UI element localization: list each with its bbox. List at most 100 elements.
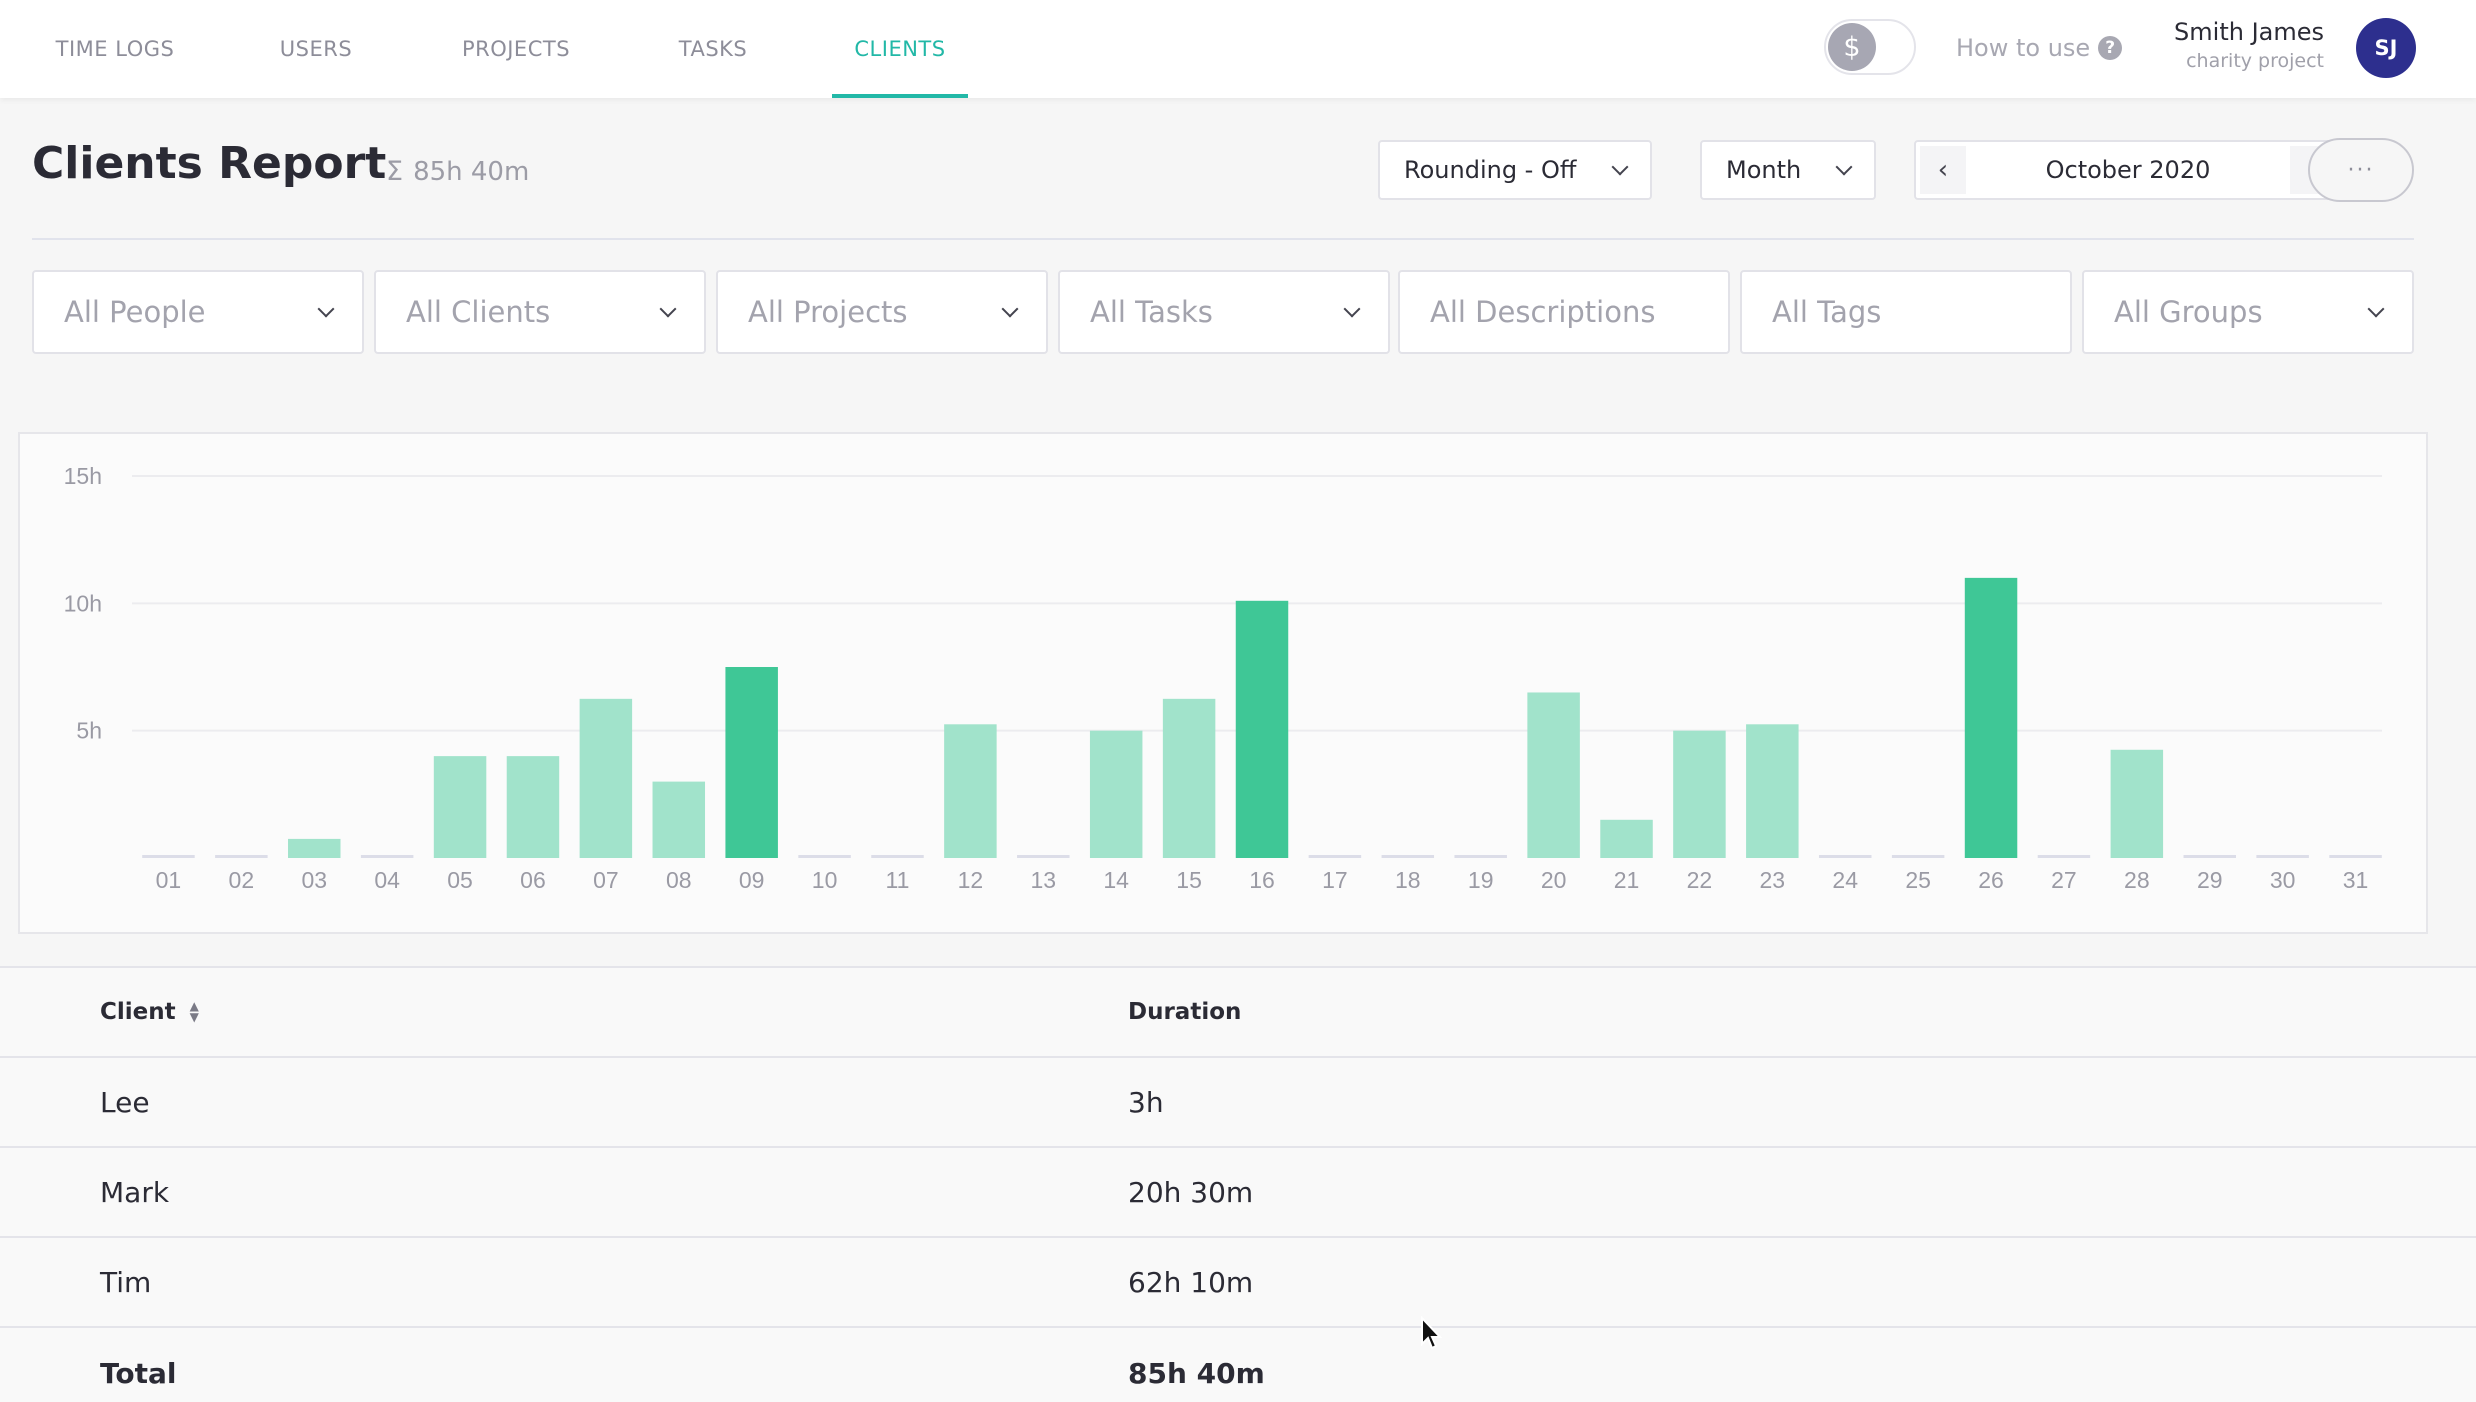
tab-time-logs[interactable]: TIME LOGS (55, 37, 175, 61)
bar-day-11[interactable] (871, 855, 924, 858)
bar-day-31[interactable] (2329, 855, 2382, 858)
x-tick-label: 12 (958, 867, 984, 893)
x-tick-label: 11 (886, 867, 910, 893)
bar-day-22[interactable] (1673, 730, 1726, 858)
bar-day-12[interactable] (944, 724, 997, 858)
bar-day-29[interactable] (2183, 855, 2236, 858)
rounding-dropdown[interactable]: Rounding - Off (1378, 140, 1652, 200)
bar-day-27[interactable] (2037, 855, 2091, 858)
help-icon: ? (2098, 36, 2123, 60)
bar-day-05[interactable] (433, 756, 487, 858)
filter-clients-label: All Clients (406, 295, 551, 329)
chevron-down-icon (1001, 300, 1019, 318)
period-dropdown[interactable]: Month (1700, 140, 1876, 200)
bar-day-30[interactable] (2256, 855, 2309, 858)
x-tick-label: 06 (520, 867, 546, 893)
dollar-icon: $ (1828, 23, 1876, 71)
bar-day-13[interactable] (1017, 855, 1070, 858)
sigma-icon: Σ (386, 156, 404, 187)
x-tick-label: 04 (374, 867, 400, 893)
x-tick-label: 01 (156, 867, 182, 893)
top-navigation: TIME LOGS USERS PROJECTS TASKS CLIENTS $… (0, 0, 2476, 98)
bar-day-20[interactable] (1527, 692, 1580, 858)
chevron-down-icon (1611, 158, 1629, 176)
client-duration: 3h (1128, 1085, 1164, 1119)
bar-day-18[interactable] (1381, 855, 1435, 858)
bar-day-02[interactable] (215, 855, 268, 858)
bar-day-26[interactable] (1964, 577, 2018, 858)
bar-day-19[interactable] (1454, 855, 1507, 858)
filter-groups-label: All Groups (2114, 295, 2263, 329)
sort-icon[interactable]: ▲ ▼ (189, 999, 199, 1024)
chart-card: 5h 10h 15h 01 02 03 04 05 06 07 08 09 10 11 12 13 14 15 16… (18, 432, 2428, 934)
filter-descriptions-label: All Descriptions (1430, 295, 1656, 329)
table-row[interactable]: Mark 20h 30m (0, 1148, 2476, 1238)
x-tick-label: 10 (812, 867, 838, 893)
chevron-down-icon (1343, 300, 1361, 318)
x-tick-label: 18 (1395, 867, 1421, 893)
date-range-label[interactable]: October 2020 (2045, 156, 2211, 184)
tab-projects[interactable]: PROJECTS (461, 37, 571, 61)
table-total-row: Total 85h 40m (0, 1328, 2476, 1402)
avatar[interactable]: SJ (2356, 18, 2416, 78)
bar-day-09[interactable] (725, 667, 778, 858)
filter-tasks[interactable]: All Tasks (1058, 270, 1390, 354)
chevron-down-icon (2367, 300, 2385, 318)
bar-day-08[interactable] (652, 781, 706, 858)
bar-day-25[interactable] (1891, 855, 1945, 858)
x-tick-label: 13 (1030, 867, 1056, 893)
bar-day-24[interactable] (1818, 855, 1872, 858)
x-tick-label: 28 (2124, 867, 2150, 893)
chevron-down-icon (659, 300, 677, 318)
ellipsis-icon: ··· (2347, 157, 2375, 183)
filter-descriptions[interactable]: All Descriptions (1398, 270, 1730, 354)
bar-day-07[interactable] (579, 698, 633, 858)
total-duration: Σ 85h 40m (386, 156, 529, 187)
filter-projects[interactable]: All Projects (716, 270, 1048, 354)
more-options-button[interactable]: ··· (2308, 138, 2414, 202)
client-duration: 20h 30m (1128, 1175, 1254, 1209)
x-tick-label: 27 (2051, 867, 2077, 893)
billable-toggle[interactable]: $ (1824, 19, 1916, 75)
x-tick-label: 02 (229, 867, 255, 893)
client-name: Mark (100, 1175, 170, 1209)
bar-day-14[interactable] (1089, 730, 1143, 858)
bar-day-28[interactable] (2110, 749, 2164, 858)
chevron-left-icon: ‹ (1937, 155, 1949, 185)
x-tick-label: 21 (1614, 867, 1640, 893)
bar-day-04[interactable] (360, 855, 414, 858)
bar-day-16[interactable] (1235, 600, 1289, 858)
table-row[interactable]: Lee 3h (0, 1058, 2476, 1148)
bar-day-15[interactable] (1162, 698, 1216, 858)
bar-day-21[interactable] (1600, 819, 1653, 858)
filter-tasks-label: All Tasks (1090, 295, 1213, 329)
prev-period-button[interactable]: ‹ (1920, 146, 1966, 194)
filter-groups[interactable]: All Groups (2082, 270, 2414, 354)
bar-day-03[interactable] (288, 838, 341, 858)
bar-day-10[interactable] (798, 855, 851, 858)
client-duration: 62h 10m (1128, 1265, 1254, 1299)
x-tick-label: 26 (1978, 867, 2004, 893)
x-tick-label: 25 (1905, 867, 1931, 893)
tab-users[interactable]: USERS (279, 37, 353, 61)
y-tick-label: 15h (64, 463, 102, 489)
client-column-header[interactable]: Client ▲ ▼ (100, 999, 199, 1025)
filter-people[interactable]: All People (32, 270, 364, 354)
tab-tasks[interactable]: TASKS (678, 37, 748, 61)
table-row[interactable]: Tim 62h 10m (0, 1238, 2476, 1328)
bar-day-06[interactable] (506, 756, 560, 858)
filter-clients[interactable]: All Clients (374, 270, 706, 354)
x-tick-label: 23 (1760, 867, 1786, 893)
x-tick-label: 30 (2270, 867, 2296, 893)
bar-day-17[interactable] (1308, 855, 1362, 858)
filter-tags[interactable]: All Tags (1740, 270, 2072, 354)
tab-clients[interactable]: CLIENTS (832, 0, 968, 98)
client-header-label: Client (100, 999, 176, 1025)
filter-projects-label: All Projects (748, 295, 908, 329)
bar-day-01[interactable] (142, 855, 195, 858)
duration-header-label: Duration (1128, 999, 1242, 1025)
total-duration-value: 85h 40m (413, 156, 530, 187)
bar-day-23[interactable] (1746, 724, 1799, 858)
header-divider (32, 238, 2414, 240)
how-to-use-link[interactable]: How to use ? (1956, 30, 2123, 66)
